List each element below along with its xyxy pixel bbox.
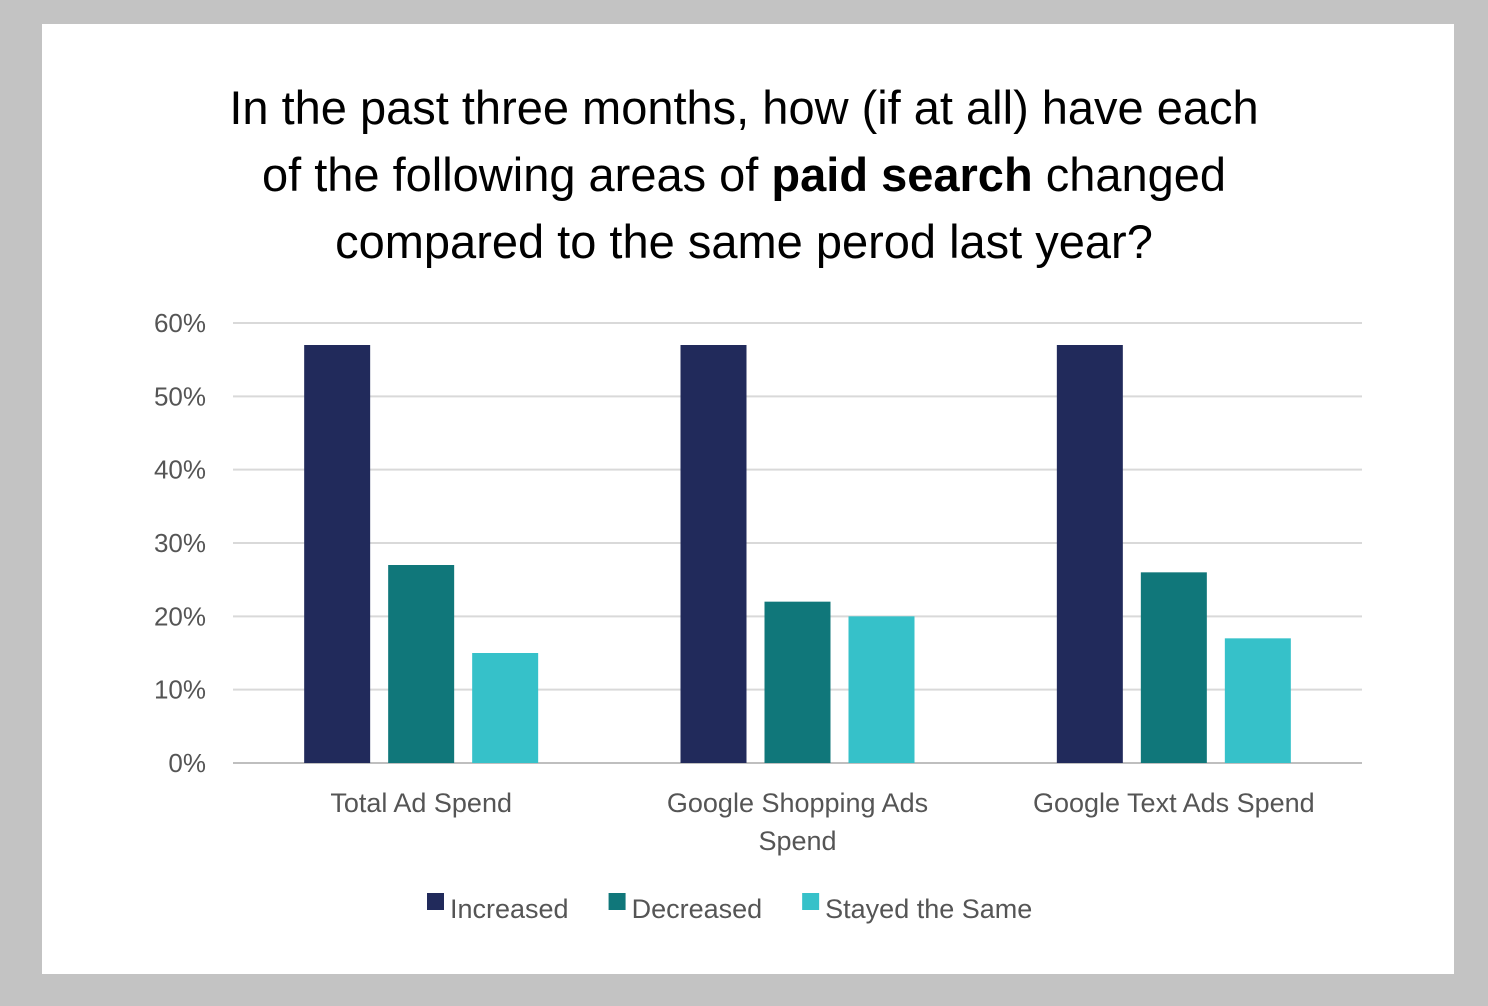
chart-title-line-2-start: of the following areas of	[261, 148, 772, 201]
legend-swatch	[802, 893, 820, 910]
bar-stayed-the-same	[1224, 638, 1291, 763]
bar-increased	[304, 345, 371, 763]
chart-title-line-2-end: changed	[1032, 148, 1227, 201]
bar-increased	[680, 345, 747, 763]
chart-frame	[42, 24, 1454, 974]
x-category-label: Google Shopping Ads	[667, 788, 928, 818]
chart-title-line-1: In the past three months, how (if at all…	[229, 81, 1259, 134]
bar-stayed-the-same	[472, 653, 539, 763]
y-tick-label: 40%	[154, 455, 206, 485]
bar-increased	[1056, 345, 1123, 763]
x-category-label: Total Ad Spend	[330, 788, 512, 818]
x-axis-labels: Total Ad Spend Google Shopping Ads Spend Go…	[330, 788, 1314, 856]
bars	[304, 345, 1291, 763]
y-tick-label: 10%	[154, 675, 206, 705]
legend: Increased Decreased Stayed the Same	[427, 893, 1032, 924]
legend-swatch	[608, 893, 626, 910]
y-tick-label: 30%	[154, 528, 206, 558]
bar-decreased	[1140, 572, 1207, 763]
chart-title: In the past three months, how (if at all…	[0, 74, 1488, 275]
legend-swatch	[427, 893, 444, 910]
legend-label: Increased	[450, 894, 569, 924]
y-tick-label: 60%	[154, 308, 206, 338]
chart-title-line-2: of the following areas of paid search ch…	[0, 141, 1488, 208]
legend-label: Decreased	[632, 894, 763, 924]
y-axis-ticks: 0% 10% 20% 30% 40% 50% 60%	[154, 308, 206, 778]
bar-decreased	[388, 565, 455, 763]
chart-title-emphasis: paid search	[771, 148, 1033, 201]
chart-title-line-3: compared to the same perod last year?	[335, 215, 1153, 268]
x-category-label: Google Text Ads Spend	[1033, 788, 1315, 818]
y-tick-label: 20%	[154, 601, 206, 631]
bar-stayed-the-same	[848, 616, 915, 763]
y-tick-label: 0%	[168, 748, 206, 778]
y-tick-label: 50%	[154, 381, 206, 411]
x-category-label: Spend	[758, 826, 836, 856]
bar-decreased	[764, 601, 831, 763]
legend-label: Stayed the Same	[825, 894, 1032, 924]
